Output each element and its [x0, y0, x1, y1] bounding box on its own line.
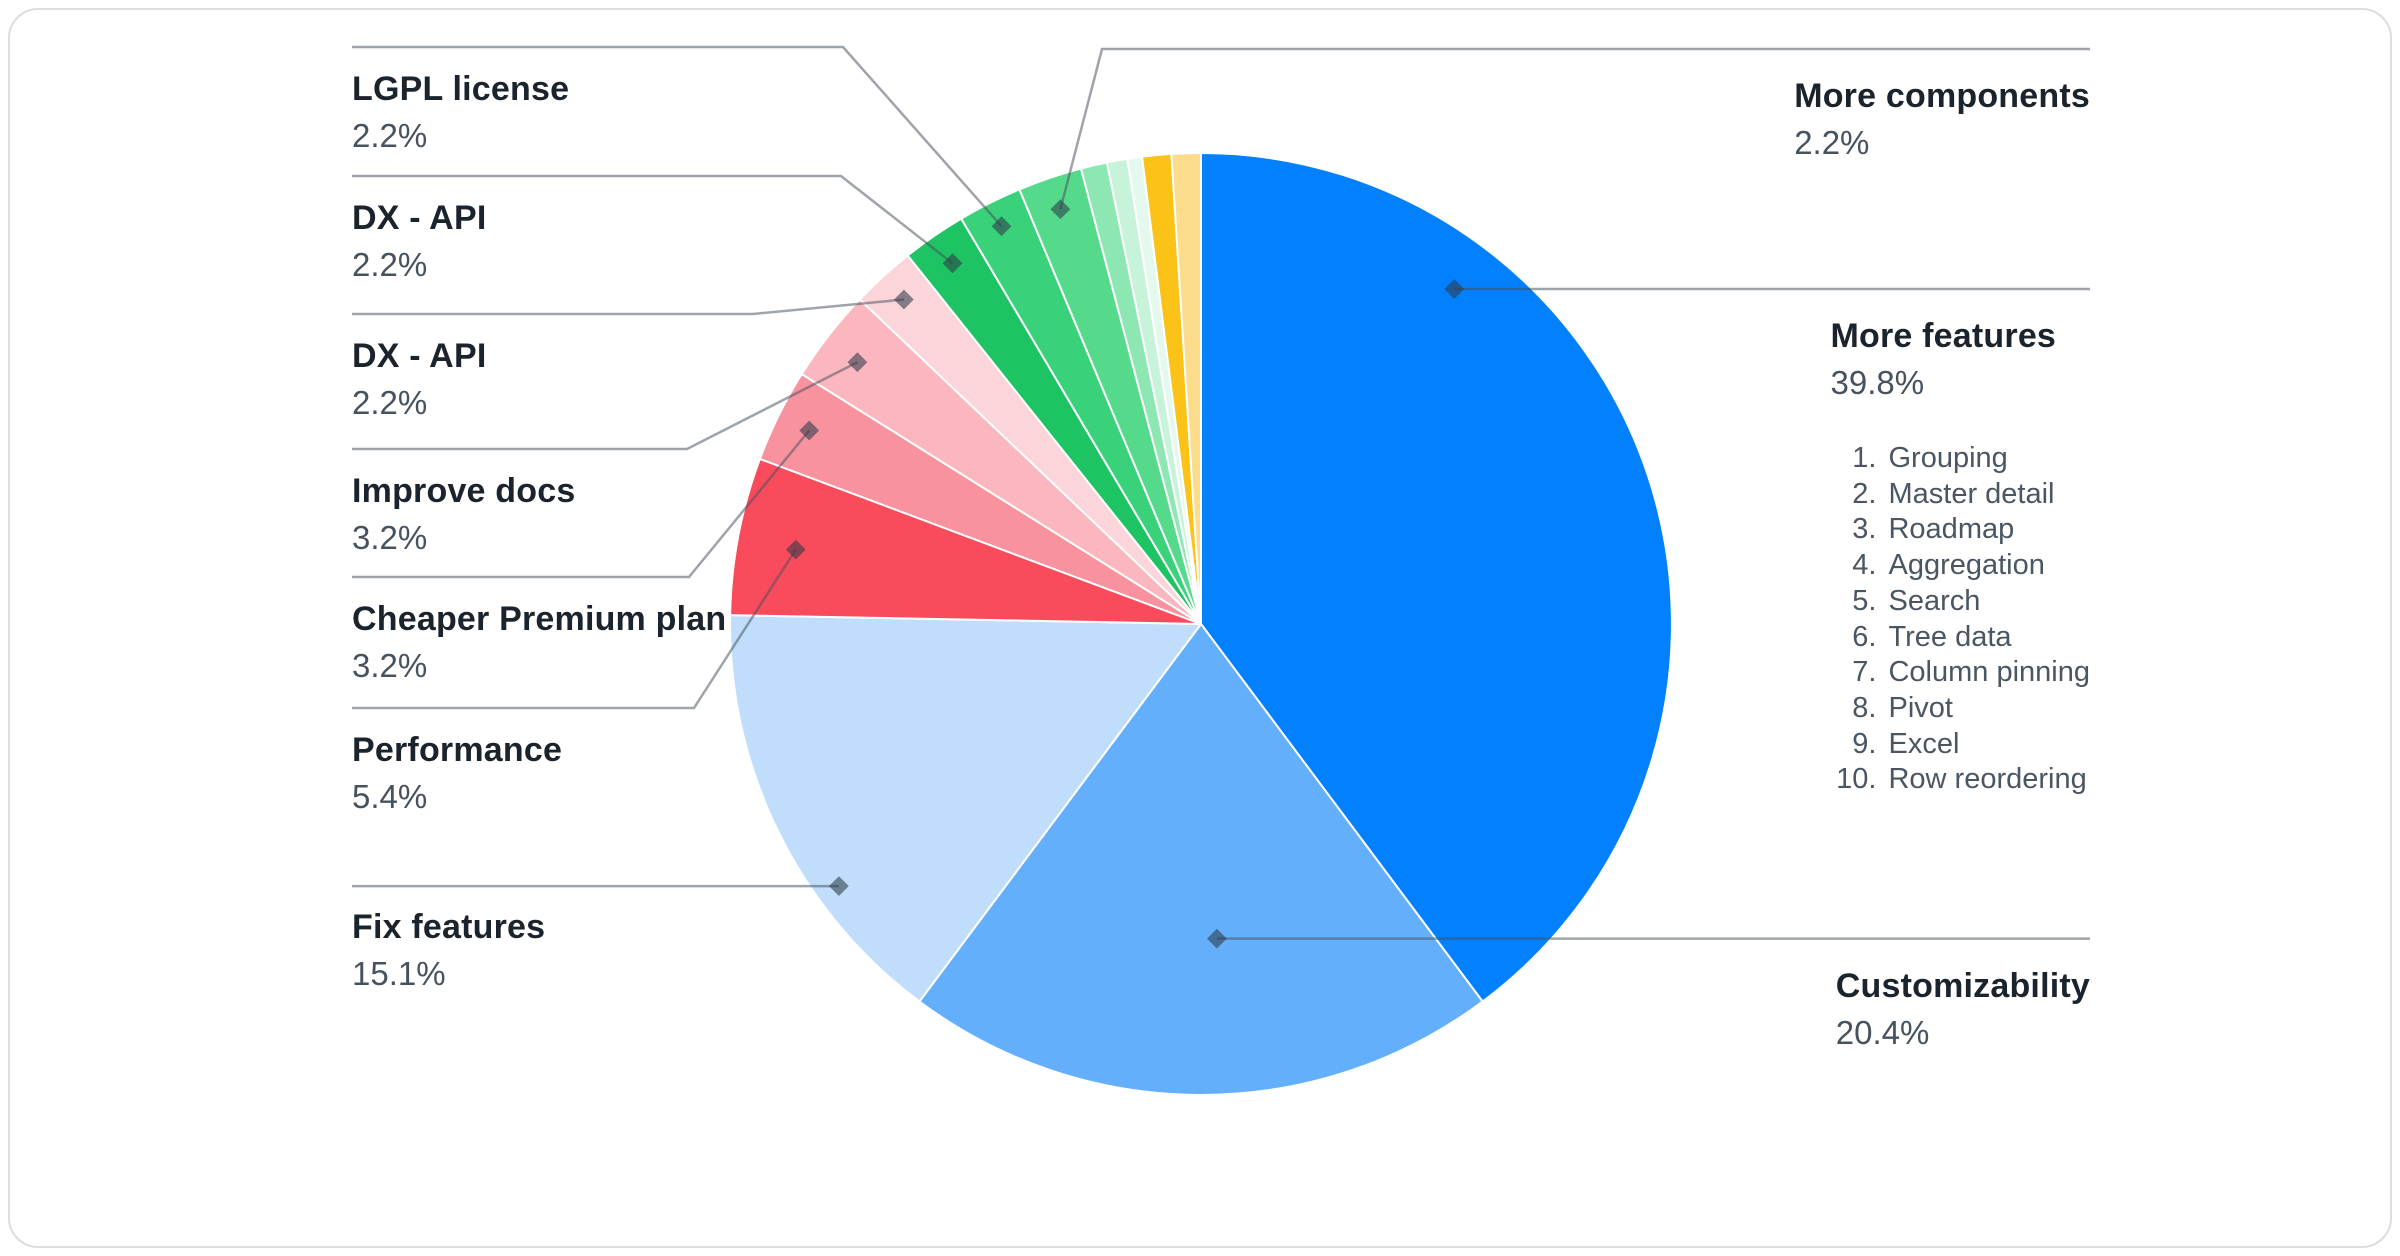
- list-item-number: 2.: [1852, 477, 1877, 510]
- slice-percentage: 3.2%: [352, 519, 428, 556]
- list-item: 10. Row reordering: [1830, 762, 2090, 798]
- slice-percentage: 39.8%: [1830, 364, 1925, 401]
- slice-percentage: 2.2%: [352, 117, 428, 154]
- callout-lgpl-license: LGPL license 2.2%: [352, 68, 569, 156]
- slice-percentage: 5.4%: [352, 778, 428, 815]
- list-item-text: Aggregation: [1888, 549, 2045, 582]
- slice-label: More features: [1830, 317, 2057, 355]
- slice-label: More components: [1794, 77, 2090, 115]
- slice-percentage: 3.2%: [352, 647, 428, 684]
- list-item-text: Tree data: [1888, 620, 2012, 653]
- callout-cheaper-premium-plan: Cheaper Premium plan 3.2%: [352, 598, 726, 686]
- leader-line: [352, 548, 797, 710]
- list-item-text: Column pinning: [1888, 656, 2090, 689]
- leader-dot: [1444, 279, 1465, 299]
- pie-slice-performance[interactable]: [729, 457, 1202, 625]
- callout-dx-api-1: DX - API 2.2%: [352, 197, 486, 285]
- list-item: 8. Pivot: [1830, 691, 2090, 727]
- callout-more-features: More features 39.8% 1. Grouping 2. Master d…: [1830, 315, 2090, 798]
- card-border: [8, 8, 2392, 1248]
- leader-dot: [1050, 199, 1071, 220]
- slice-label: Improve docs: [352, 472, 576, 510]
- list-item-text: Row reordering: [1888, 763, 2087, 796]
- leader-line: [352, 174, 954, 265]
- list-item-number: 10.: [1836, 763, 1877, 796]
- list-item: 5. Search: [1830, 584, 2090, 620]
- callout-dx-api-2: DX - API 2.2%: [352, 335, 486, 423]
- callout-performance: Performance 5.4%: [352, 729, 562, 817]
- list-item: 2. Master detail: [1830, 477, 2090, 513]
- list-item: 7. Column pinning: [1830, 655, 2090, 691]
- list-item-number: 5.: [1852, 584, 1877, 617]
- list-item-number: 6.: [1852, 620, 1877, 653]
- slice-label: LGPL license: [352, 70, 570, 108]
- leader-dot: [894, 289, 914, 310]
- list-item: 9. Excel: [1830, 727, 2090, 763]
- list-item: 1. Grouping: [1830, 441, 2090, 477]
- leader-line: [352, 298, 905, 316]
- list-item-text: Master detail: [1888, 477, 2055, 510]
- slice-label: DX - API: [352, 199, 487, 237]
- slice-percentage: 15.1%: [352, 955, 446, 992]
- slice-label: DX - API: [352, 337, 487, 375]
- slice-percentage: 2.2%: [352, 246, 428, 283]
- callout-customizability: Customizability 20.4%: [1836, 965, 2090, 1053]
- callout-fix-features: Fix features 15.1%: [352, 906, 545, 994]
- leader-dot: [847, 352, 868, 373]
- pie-slice-fix-features[interactable]: [729, 614, 1202, 1003]
- list-item-number: 9.: [1852, 727, 1877, 760]
- slice-percentage: 20.4%: [1835, 1014, 1930, 1051]
- slice-label: Cheaper Premium plan: [352, 600, 727, 638]
- list-item-number: 1.: [1852, 442, 1877, 474]
- leader-dot: [799, 420, 820, 441]
- list-item-text: Pivot: [1888, 691, 1953, 724]
- slice-percentage: 2.2%: [352, 384, 428, 421]
- slice-label: Performance: [352, 731, 563, 769]
- callout-improve-docs: Improve docs 3.2%: [352, 470, 575, 558]
- leader-line: [352, 45, 1003, 228]
- pie-slice-customizability[interactable]: [918, 623, 1484, 1096]
- list-item-number: 3.: [1852, 513, 1877, 546]
- leader-line: [352, 361, 858, 451]
- list-item-text: Excel: [1888, 727, 1960, 760]
- list-item-text: Grouping: [1888, 442, 2008, 474]
- list-item-number: 8.: [1852, 691, 1877, 724]
- callout-more-components: More components 2.2%: [1794, 75, 2090, 163]
- list-item: 6. Tree data: [1830, 620, 2090, 656]
- pie-slice-unlabeled-14[interactable]: [1170, 151, 1202, 625]
- list-item-text: Search: [1888, 584, 1981, 617]
- list-item-text: Roadmap: [1888, 513, 2015, 546]
- leader-dot: [942, 253, 963, 274]
- list-item: 4. Aggregation: [1830, 548, 2090, 584]
- leader-line: [1059, 47, 2090, 210]
- leader-dot: [829, 876, 849, 896]
- slice-label: Customizability: [1835, 967, 2090, 1005]
- leader-line: [352, 429, 811, 579]
- list-item-number: 7.: [1852, 656, 1877, 689]
- leader-dot: [1207, 928, 1227, 949]
- leader-dot: [785, 539, 806, 560]
- slice-label: Fix features: [352, 908, 546, 946]
- slice-percentage: 2.2%: [1794, 124, 1870, 161]
- more-features-list: 1. Grouping 2. Master detail 3. Roadmap 4. Aggr…: [1830, 441, 2090, 798]
- list-item-number: 4.: [1852, 549, 1877, 582]
- list-item: 3. Roadmap: [1830, 512, 2090, 548]
- pie-slice-more-features[interactable]: [1200, 152, 1673, 1003]
